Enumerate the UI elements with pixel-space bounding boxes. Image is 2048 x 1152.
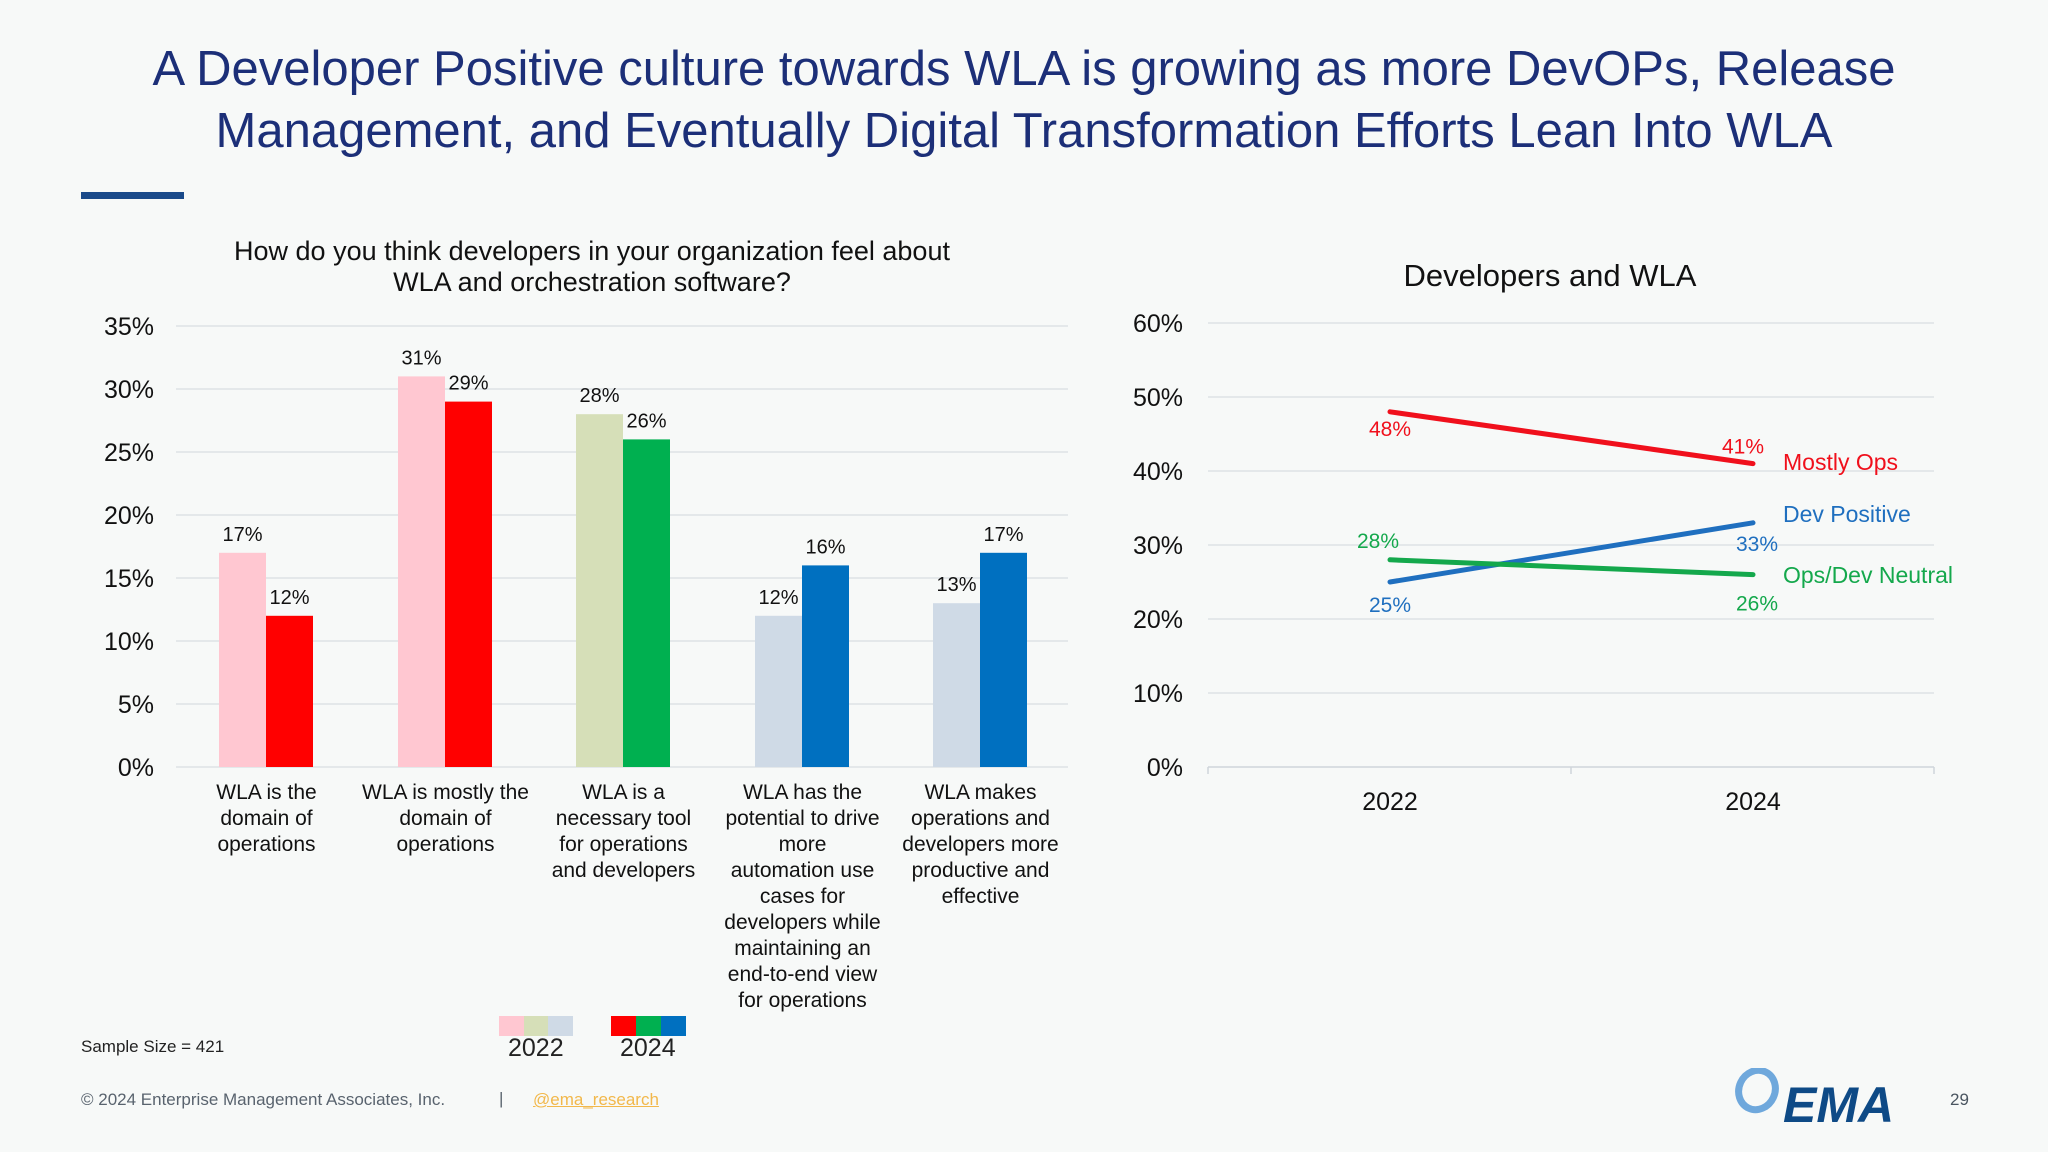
- legend-label-2024: 2024: [620, 1034, 676, 1062]
- line-series-name: Dev Positive: [1783, 501, 1911, 527]
- bar-data-label: 31%: [401, 347, 441, 369]
- line-series-ops-dev-neutral: [1387, 557, 1756, 578]
- bar-data-label: 29%: [448, 373, 488, 395]
- bar-y-tick-label: 30%: [104, 376, 154, 404]
- line-series-name: Mostly Ops: [1783, 449, 1898, 475]
- bar-2022-3: [755, 615, 802, 767]
- bar-y-tick-label: 35%: [104, 313, 154, 341]
- ema-logo: EMA: [1735, 1068, 1894, 1126]
- bar-category-label: WLA is the domain of operations: [216, 781, 317, 856]
- line-data-label: 48%: [1369, 418, 1411, 441]
- twitter-handle-link[interactable]: @ema_research: [533, 1090, 659, 1109]
- bar-2024-0: [266, 615, 313, 767]
- bar-chart-title: How do you think developers in your orga…: [234, 236, 950, 297]
- bar-y-tick-label: 0%: [118, 754, 154, 782]
- bar-2024-4: [980, 552, 1027, 767]
- line-y-tick-label: 40%: [1133, 458, 1183, 486]
- page-number: 29: [1950, 1090, 1969, 1109]
- line-data-label: 41%: [1722, 436, 1764, 459]
- bar-data-label: 12%: [269, 587, 309, 609]
- bar-2024-2: [623, 439, 670, 767]
- line-series-name: Ops/Dev Neutral: [1783, 562, 1953, 588]
- bar-data-label: 26%: [626, 410, 666, 432]
- bar-2022-2: [576, 414, 623, 767]
- line-y-tick-label: 10%: [1133, 680, 1183, 708]
- line-y-tick-label: 60%: [1133, 310, 1183, 338]
- line-x-tick-label: 2024: [1725, 788, 1781, 816]
- footer-separator: |: [499, 1089, 504, 1108]
- bar-data-label: 12%: [758, 587, 798, 609]
- bar-category-label: WLA is a necessary tool for operations a…: [551, 781, 696, 882]
- line-y-tick-label: 0%: [1147, 754, 1183, 782]
- line-x-tick-label: 2022: [1362, 788, 1418, 816]
- bar-2022-0: [219, 552, 266, 767]
- bar-y-tick-label: 15%: [104, 565, 154, 593]
- bar-2024-3: [802, 565, 849, 767]
- bar-2022-1: [398, 376, 445, 767]
- line-y-tick-label: 20%: [1133, 606, 1183, 634]
- bar-category-label: WLA makes operations and developers more…: [902, 781, 1059, 908]
- line-series-mostly-ops: [1387, 409, 1756, 467]
- title-accent-bar: [81, 192, 184, 199]
- legend-swatch-2022: [499, 1016, 574, 1036]
- line-data-label: 25%: [1369, 594, 1411, 617]
- line-data-label: 33%: [1736, 533, 1778, 556]
- bar-y-tick-label: 20%: [104, 502, 154, 530]
- bar-data-label: 16%: [805, 536, 845, 558]
- line-data-label: 28%: [1357, 530, 1399, 553]
- bar-2022-4: [933, 603, 980, 767]
- bar-data-label: 28%: [579, 385, 619, 407]
- line-series-dev-positive: [1387, 520, 1756, 585]
- copyright: © 2024 Enterprise Management Associates,…: [81, 1090, 446, 1109]
- slide-title: A Developer Positive culture towards WLA…: [152, 42, 1896, 158]
- bar-category-label: WLA is mostly the domain of operations: [362, 781, 529, 856]
- bar-2024-1: [445, 401, 492, 767]
- line-chart-title: Developers and WLA: [1403, 258, 1697, 293]
- bar-category-label: WLA has the potential to drive more auto…: [724, 781, 881, 1012]
- line-y-tick-label: 50%: [1133, 384, 1183, 412]
- bar-data-label: 17%: [222, 524, 262, 546]
- bar-data-label: 13%: [936, 574, 976, 596]
- line-y-tick-label: 30%: [1133, 532, 1183, 560]
- svg-text:EMA: EMA: [1783, 1077, 1894, 1126]
- legend-label-2022: 2022: [508, 1034, 564, 1062]
- line-data-label: 26%: [1736, 593, 1778, 616]
- bar-y-tick-label: 10%: [104, 628, 154, 656]
- bar-y-tick-label: 5%: [118, 691, 154, 719]
- sample-size: Sample Size = 421: [81, 1037, 225, 1056]
- bar-y-tick-label: 25%: [104, 439, 154, 467]
- legend-swatch-2024: [611, 1016, 686, 1036]
- bar-data-label: 17%: [983, 524, 1023, 546]
